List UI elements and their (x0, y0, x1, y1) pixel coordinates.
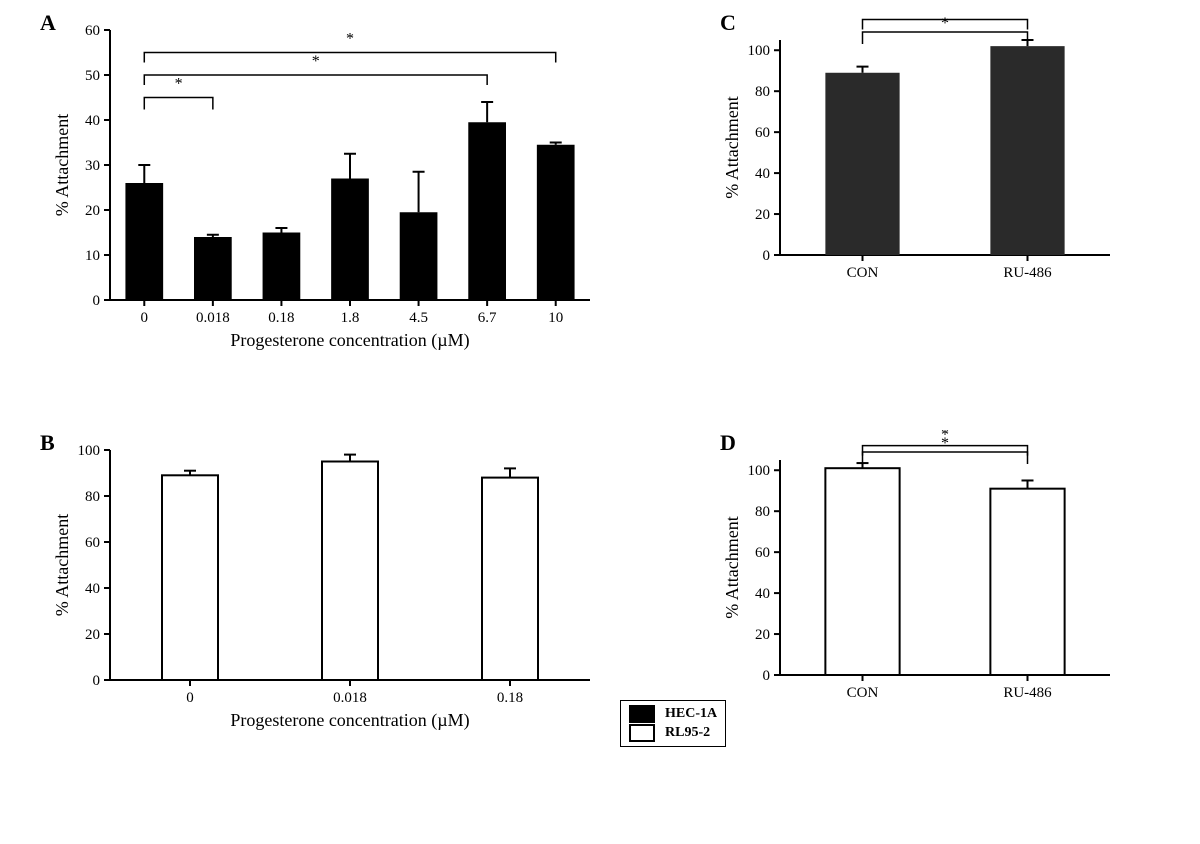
svg-text:60: 60 (85, 535, 100, 551)
panel-d: D 020406080100CONRU-486% Attachment** (700, 430, 1140, 770)
svg-text:*: * (175, 76, 183, 93)
svg-text:60: 60 (755, 545, 770, 561)
svg-text:40: 40 (755, 166, 770, 182)
panel-d-chart: 020406080100CONRU-486% Attachment** (700, 430, 1140, 770)
svg-text:80: 80 (755, 504, 770, 520)
svg-text:4.5: 4.5 (409, 310, 428, 326)
legend-swatch-hec1a (629, 705, 655, 723)
svg-text:0: 0 (93, 673, 101, 689)
svg-text:CON: CON (847, 265, 879, 281)
panel-c: C 020406080100CONRU-486% Attachment** (700, 10, 1140, 350)
legend: HEC-1A RL95-2 (620, 700, 726, 747)
svg-text:RU-486: RU-486 (1003, 685, 1052, 701)
svg-text:0: 0 (763, 668, 771, 684)
svg-text:20: 20 (755, 627, 770, 643)
svg-text:Progesterone concentration (µM: Progesterone concentration (µM) (230, 710, 469, 731)
svg-text:20: 20 (85, 627, 100, 643)
panel-b-label: B (40, 430, 55, 456)
svg-text:40: 40 (755, 586, 770, 602)
svg-text:20: 20 (85, 203, 100, 219)
svg-text:0: 0 (186, 690, 194, 706)
svg-text:0.18: 0.18 (497, 690, 523, 706)
svg-text:50: 50 (85, 68, 100, 84)
panel-d-label: D (720, 430, 736, 456)
panel-b: B 0 20 40 60 80 100 0 0.018 0.18 % Attachment Prog… (40, 430, 600, 790)
svg-text:6.7: 6.7 (478, 310, 497, 326)
svg-text:% Attachment: % Attachment (722, 96, 742, 198)
svg-text:*: * (312, 53, 320, 70)
legend-swatch-rl952 (629, 724, 655, 742)
panel-b-chart: 0 20 40 60 80 100 0 0.018 0.18 % Attachment Proges… (40, 430, 600, 790)
svg-text:40: 40 (85, 113, 100, 129)
svg-text:10: 10 (85, 248, 100, 264)
svg-text:0: 0 (763, 248, 771, 264)
svg-text:0: 0 (93, 293, 101, 309)
svg-text:80: 80 (85, 489, 100, 505)
svg-text:20: 20 (755, 207, 770, 223)
svg-text:% Attachment: % Attachment (52, 514, 72, 616)
svg-text:10: 10 (548, 310, 563, 326)
panel-c-label: C (720, 10, 736, 36)
svg-text:0.018: 0.018 (196, 310, 230, 326)
svg-text:80: 80 (755, 84, 770, 100)
panel-a-chart: 0 10 20 30 40 50 60 0 0.018 0.18 1.8 4.5 6.7 10 % Atta… (40, 10, 600, 370)
svg-text:1.8: 1.8 (341, 310, 360, 326)
svg-text:0.018: 0.018 (333, 690, 367, 706)
svg-text:0.18: 0.18 (268, 310, 294, 326)
svg-text:100: 100 (748, 463, 771, 479)
svg-text:60: 60 (85, 23, 100, 39)
svg-text:40: 40 (85, 581, 100, 597)
svg-text:*: * (941, 435, 949, 452)
svg-text:*: * (941, 15, 949, 32)
svg-text:% Attachment: % Attachment (722, 516, 742, 618)
svg-text:100: 100 (748, 43, 771, 59)
legend-item-rl952: RL95-2 (629, 723, 717, 741)
svg-text:*: * (346, 31, 354, 48)
svg-text:Progesterone concentration (µM: Progesterone concentration (µM) (230, 330, 469, 351)
svg-text:RU-486: RU-486 (1003, 265, 1052, 281)
svg-text:60: 60 (755, 125, 770, 141)
svg-text:% Attachment: % Attachment (52, 114, 72, 216)
panel-c-chart: 020406080100CONRU-486% Attachment** (700, 10, 1140, 350)
legend-label-hec1a: HEC-1A (665, 706, 717, 721)
svg-text:CON: CON (847, 685, 879, 701)
legend-item-hec1a: HEC-1A (629, 705, 717, 723)
svg-text:0: 0 (141, 310, 149, 326)
svg-text:100: 100 (78, 443, 101, 459)
svg-text:30: 30 (85, 158, 100, 174)
panel-a-label: A (40, 10, 56, 36)
legend-label-rl952: RL95-2 (665, 725, 710, 740)
panel-a: A 0 10 20 30 40 50 60 0 0.018 0.18 1.8 4.5 6.7 10 % At… (40, 10, 600, 370)
